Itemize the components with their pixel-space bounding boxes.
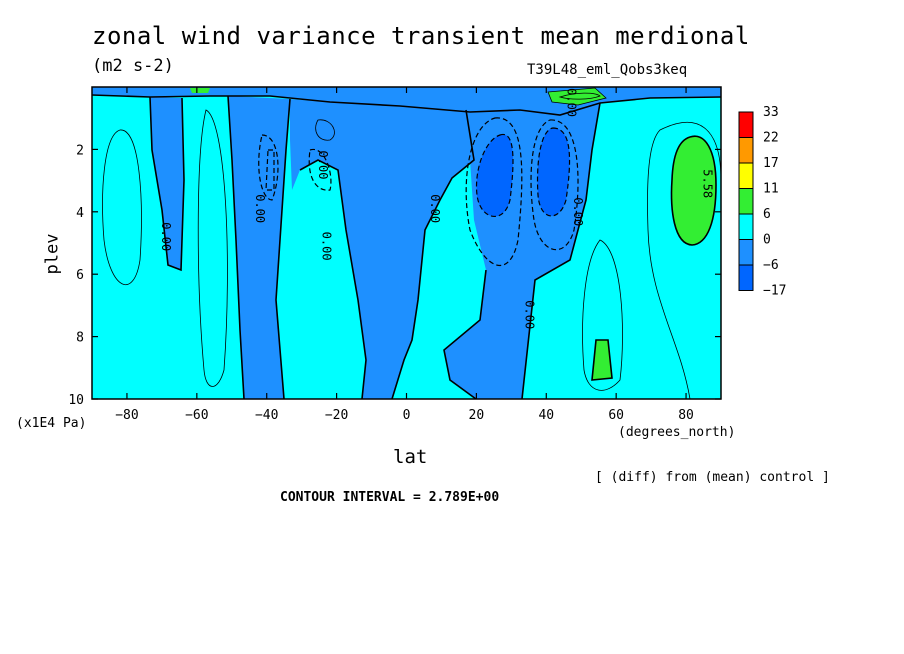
colorbar-swatch: [738, 264, 754, 291]
fill-central: [290, 99, 474, 399]
colorbar-label: 22: [763, 131, 779, 146]
contour-interval: CONTOUR INTERVAL = 2.789E+00: [280, 490, 500, 505]
y-tick-label: 4: [76, 206, 84, 221]
contour-label: 0.00: [428, 194, 442, 223]
chart-units: (m2 s-2): [92, 56, 174, 76]
x-axis-units: (degrees_north): [618, 425, 736, 440]
y-axis-units: (x1E4 Pa): [16, 416, 87, 431]
x-tick-label: 80: [678, 408, 694, 423]
colorbar-label: 11: [763, 182, 779, 197]
run-label: T39L48_eml_Qobs3keq: [527, 62, 688, 78]
contour-label: 0.00: [564, 88, 578, 117]
colorbar-swatch: [738, 137, 754, 164]
colorbar-swatch: [738, 111, 754, 138]
colorbar-swatch: [738, 239, 754, 266]
contour-label: 0.00: [159, 222, 173, 251]
y-tick-label: 2: [76, 143, 84, 158]
fill-neg-lobe-40n: [537, 128, 570, 216]
x-tick-label: 20: [469, 408, 485, 423]
colorbar-swatch: [738, 162, 754, 189]
colorbar: 33 22 17 11 6 0 −6 −17: [738, 105, 786, 299]
x-tick-label: 40: [538, 408, 554, 423]
colorbar-label: −17: [763, 284, 786, 299]
colorbar-label: 0: [763, 233, 771, 248]
contour-label: 5.58: [701, 169, 715, 198]
fill-green-top-sh: [190, 88, 210, 93]
contour-label: 0.00: [571, 197, 585, 226]
fill-green-80n: [671, 136, 716, 245]
fill-col-west: [150, 97, 184, 270]
colorbar-swatch: [738, 188, 754, 215]
y-axis: 2 4 6 8 10: [68, 143, 721, 408]
y-tick-label: 10: [68, 393, 84, 408]
x-axis-label: lat: [393, 446, 428, 468]
x-axis: −80 −60 −40 −20 0 20 40 60 80: [115, 87, 694, 423]
colorbar-label: −6: [763, 258, 779, 273]
diff-note: [ (diff) from (mean) control ]: [595, 470, 830, 485]
x-tick-label: −20: [325, 408, 348, 423]
colorbar-label: 6: [763, 207, 771, 222]
contour-label: 0.00: [316, 151, 330, 180]
contour-labels: 0.00 0.00 0.00 0.00 0.00 0.00 0.00 0.00 5.58: [159, 88, 715, 329]
contour-label: 0.00: [522, 300, 536, 329]
y-axis-label: plev: [42, 233, 63, 275]
x-tick-label: −60: [185, 408, 208, 423]
x-tick-label: −80: [115, 408, 138, 423]
y-tick-label: 8: [76, 331, 84, 346]
contour-label: 0.00: [320, 232, 334, 261]
x-tick-label: −40: [255, 408, 278, 423]
colorbar-swatch: [738, 213, 754, 240]
colorbar-label: 17: [763, 156, 779, 171]
fill-neg-lobe-20n: [476, 134, 513, 217]
fill-green-top: [548, 88, 606, 105]
x-tick-label: 0: [403, 408, 411, 423]
colorbar-label: 33: [763, 105, 779, 120]
y-tick-label: 6: [76, 268, 84, 283]
contour-label: 0.00: [253, 194, 267, 223]
contour-fills: [92, 87, 721, 399]
x-tick-label: 60: [608, 408, 624, 423]
fill-green-55n: [592, 340, 612, 380]
chart-title: zonal wind variance transient mean merdi…: [92, 22, 750, 50]
